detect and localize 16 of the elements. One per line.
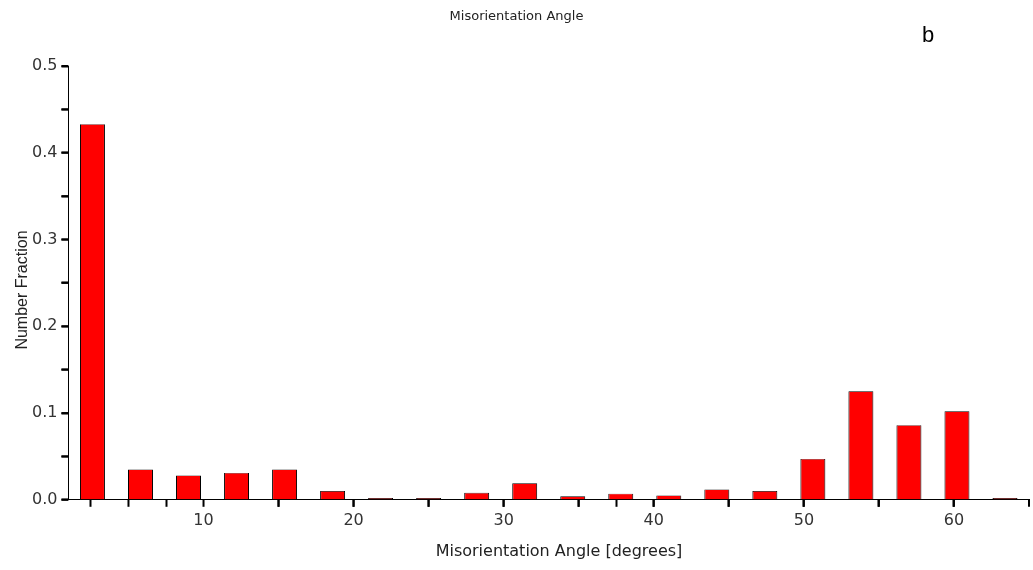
chart-title: Misorientation Angle [448,8,585,23]
y-tick-label: 0.0 [31,488,58,508]
x-tick-label: 30 [493,509,514,529]
y-tick-label: 0.2 [31,315,58,335]
x-tick-label: 10 [193,509,214,529]
y-tick-label: 0.1 [31,402,58,422]
text: b [922,22,935,48]
y-axis-title: Number Fraction [13,230,31,350]
y-tick-label: 0.4 [31,141,58,161]
x-tick-label: 50 [793,509,815,529]
x-tick-label: 40 [643,509,664,529]
x-tick-label: 20 [343,509,364,529]
x-tick-label: 60 [943,509,965,529]
y-tick-label: 0.5 [31,55,58,75]
y-tick-label: 0.3 [31,228,58,248]
x-axis-title: Misorientation Angle [degrees] [434,541,684,560]
